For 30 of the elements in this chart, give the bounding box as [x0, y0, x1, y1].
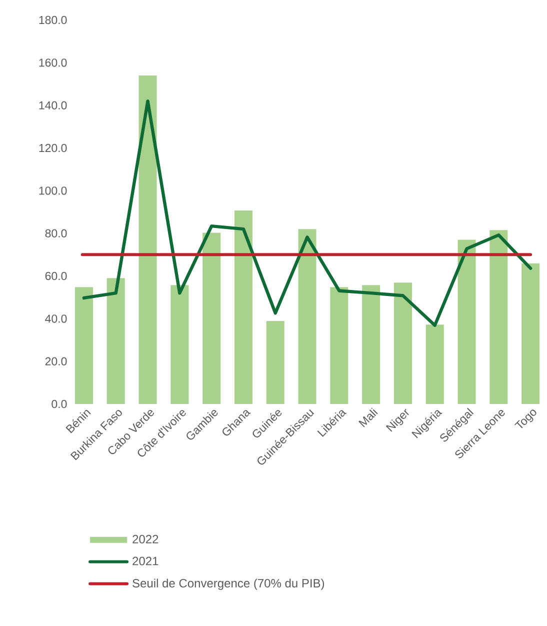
y-tick-label: 140.0: [39, 101, 67, 110]
bar: [490, 230, 508, 404]
bar: [330, 287, 348, 404]
bar: [266, 321, 284, 404]
y-tick-label: 160.0: [39, 58, 67, 67]
y-tick-label: 60.0: [45, 272, 67, 280]
bar: [106, 278, 125, 404]
bar: [74, 287, 93, 404]
y-tick-label: 120.0: [39, 144, 67, 152]
bar: [234, 210, 252, 404]
bar: [138, 75, 157, 404]
x-tick-label: Togo: [514, 410, 536, 428]
bar: [298, 229, 316, 404]
y-tick-label: 0.0: [52, 400, 67, 408]
bar: [362, 285, 380, 404]
y-tick-label: 20.0: [45, 357, 67, 366]
y-tick-label: 40.0: [45, 314, 67, 323]
bar: [394, 282, 412, 404]
bar: [170, 285, 189, 404]
y-tick-label: 180.0: [39, 16, 67, 24]
y-tick-label: 80.0: [45, 229, 67, 238]
bar: [522, 263, 540, 404]
line-series: [82, 99, 532, 327]
legend-label: Seuil de Convergence (70% du PIB): [132, 578, 324, 590]
y-tick-label: 100.0: [39, 186, 67, 195]
bar: [426, 324, 444, 404]
legend-label: 2022: [132, 534, 158, 544]
legend-label: 2021: [132, 556, 158, 566]
bar: [458, 240, 476, 404]
bar: [202, 232, 221, 404]
